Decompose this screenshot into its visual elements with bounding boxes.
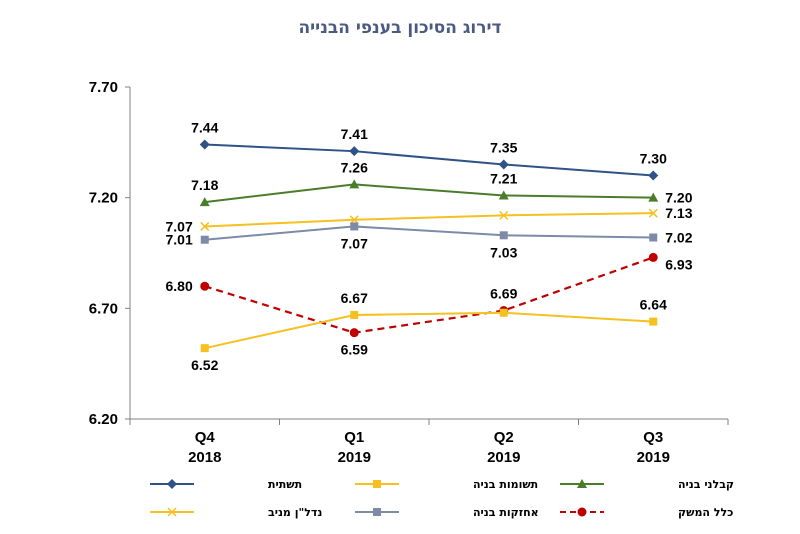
data-point-marker bbox=[349, 328, 359, 338]
data-label: 6.69 bbox=[490, 286, 517, 302]
data-label: 7.07 bbox=[341, 235, 368, 251]
legend-marker bbox=[373, 508, 381, 516]
data-point-marker bbox=[648, 170, 659, 181]
data-label: 7.13 bbox=[665, 205, 692, 221]
legend-marker bbox=[167, 507, 177, 517]
series-line bbox=[204, 183, 654, 204]
x-tick-label: 2019 bbox=[487, 449, 520, 466]
x-tick-label: 2018 bbox=[188, 449, 221, 466]
legend-marker bbox=[577, 479, 587, 488]
data-point-marker bbox=[498, 159, 509, 170]
x-tick-label: 2019 bbox=[637, 449, 670, 466]
series-line bbox=[204, 143, 654, 177]
data-label: 7.03 bbox=[490, 244, 517, 260]
y-tick-label: 6.20 bbox=[89, 411, 118, 428]
x-tick-label: Q1 bbox=[344, 429, 364, 446]
series-line bbox=[204, 225, 654, 241]
data-label: 7.35 bbox=[490, 139, 517, 155]
data-label: 7.07 bbox=[166, 218, 193, 234]
data-label: 7.44 bbox=[191, 120, 218, 136]
legend-label: תשתית bbox=[268, 478, 302, 491]
data-point-marker bbox=[498, 190, 509, 200]
x-tick-label: Q2 bbox=[494, 429, 514, 446]
data-point-marker bbox=[499, 210, 509, 220]
series-line bbox=[204, 256, 654, 334]
data-label: 7.26 bbox=[341, 159, 368, 175]
data-point-marker bbox=[200, 235, 209, 244]
y-tick-label: 7.20 bbox=[89, 190, 118, 207]
data-label: 6.59 bbox=[341, 342, 368, 358]
data-point-marker bbox=[499, 308, 508, 317]
legend-label: כלל המשק bbox=[678, 506, 733, 519]
data-point-marker bbox=[200, 281, 210, 291]
series-line bbox=[204, 212, 654, 228]
data-point-marker bbox=[350, 222, 359, 231]
legend-marker bbox=[167, 479, 177, 489]
chart-title: דירוג הסיכון בענפי הבנייה bbox=[298, 18, 502, 38]
data-point-marker bbox=[200, 221, 210, 231]
data-label: 7.01 bbox=[166, 232, 193, 248]
data-point-marker bbox=[648, 192, 659, 202]
data-point-marker bbox=[648, 208, 658, 218]
data-label: 7.41 bbox=[341, 126, 368, 142]
data-point-marker bbox=[199, 139, 210, 150]
legend-label: נדל"ן מניב bbox=[268, 506, 322, 519]
data-point-marker bbox=[200, 344, 209, 353]
x-tick-label: Q3 bbox=[643, 429, 663, 446]
data-label: 7.18 bbox=[191, 177, 218, 193]
data-point-marker bbox=[349, 179, 360, 189]
data-point-marker bbox=[350, 310, 359, 319]
data-label: 7.21 bbox=[490, 170, 517, 186]
legend-label: קבלני בניה bbox=[678, 478, 734, 491]
legend-marker bbox=[577, 507, 587, 517]
data-point-marker bbox=[199, 197, 210, 207]
data-label: 7.02 bbox=[665, 230, 692, 246]
y-tick-label: 6.70 bbox=[89, 300, 118, 317]
data-label: 7.30 bbox=[640, 151, 667, 167]
data-point-marker bbox=[648, 252, 658, 262]
y-tick-label: 7.70 bbox=[89, 79, 118, 96]
data-label: 6.67 bbox=[341, 290, 368, 306]
legend-label: אחזקות בניה bbox=[473, 506, 539, 519]
data-point-marker bbox=[349, 146, 360, 157]
data-point-marker bbox=[649, 317, 658, 326]
x-tick-label: 2019 bbox=[338, 449, 371, 466]
data-point-marker bbox=[499, 231, 508, 240]
data-label: 6.80 bbox=[166, 278, 193, 294]
series-line bbox=[204, 311, 654, 350]
legend-marker bbox=[373, 480, 381, 488]
data-point-marker bbox=[649, 233, 658, 242]
data-label: 6.93 bbox=[665, 256, 692, 272]
legend-label: תשומות בניה bbox=[473, 478, 538, 491]
x-tick-label: Q4 bbox=[195, 429, 216, 446]
data-label: 7.20 bbox=[665, 190, 692, 206]
data-label: 6.64 bbox=[640, 297, 667, 313]
data-label: 6.52 bbox=[191, 357, 218, 373]
